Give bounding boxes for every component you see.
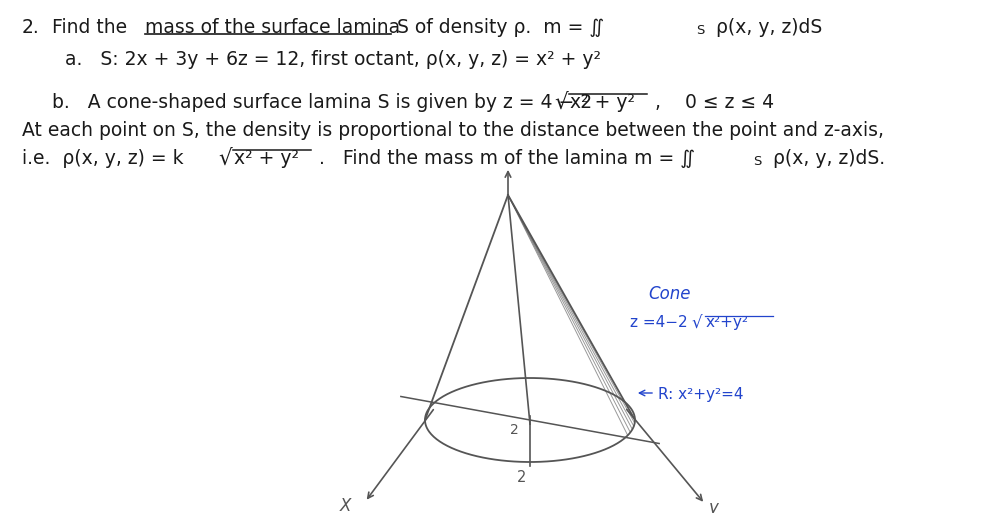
Text: ρ(x, y, z)dS: ρ(x, y, z)dS (710, 18, 823, 37)
Text: y: y (708, 499, 718, 513)
Text: i.e.  ρ(x, y, z) = k: i.e. ρ(x, y, z) = k (22, 149, 184, 168)
Text: Find the: Find the (52, 18, 133, 37)
Text: R: x²+y²=4: R: x²+y²=4 (658, 387, 744, 402)
Text: √: √ (692, 315, 703, 333)
Text: x² + y²: x² + y² (570, 93, 635, 112)
Text: ,    0 ≤ z ≤ 4: , 0 ≤ z ≤ 4 (649, 93, 774, 112)
Text: 2.: 2. (22, 18, 39, 37)
Text: ρ(x, y, z)dS.: ρ(x, y, z)dS. (767, 149, 886, 168)
Text: S: S (753, 155, 762, 168)
Text: mass of the surface lamina: mass of the surface lamina (145, 18, 400, 37)
Text: 2: 2 (510, 423, 519, 437)
Text: √: √ (554, 93, 568, 113)
Text: z =4−2: z =4−2 (630, 315, 688, 330)
Text: b.   A cone-shaped surface lamina S is given by z = 4 − 2: b. A cone-shaped surface lamina S is giv… (52, 93, 592, 112)
Text: .   Find the mass m of the lamina m = ∬: . Find the mass m of the lamina m = ∬ (313, 149, 695, 168)
Text: √: √ (218, 149, 232, 169)
Text: x²+y²: x²+y² (706, 315, 749, 330)
Text: At each point on S, the density is proportional to the distance between the poin: At each point on S, the density is propo… (22, 121, 884, 140)
Text: S: S (696, 24, 705, 37)
Text: x² + y²: x² + y² (234, 149, 305, 168)
Text: 2: 2 (518, 470, 526, 485)
Text: S of density ρ.  m = ∬: S of density ρ. m = ∬ (391, 18, 604, 37)
Text: Cone: Cone (648, 285, 691, 303)
Text: a.   S: 2x + 3y + 6z = 12, first octant, ρ(x, y, z) = x² + y²: a. S: 2x + 3y + 6z = 12, first octant, ρ… (65, 50, 601, 69)
Text: X: X (339, 497, 350, 513)
